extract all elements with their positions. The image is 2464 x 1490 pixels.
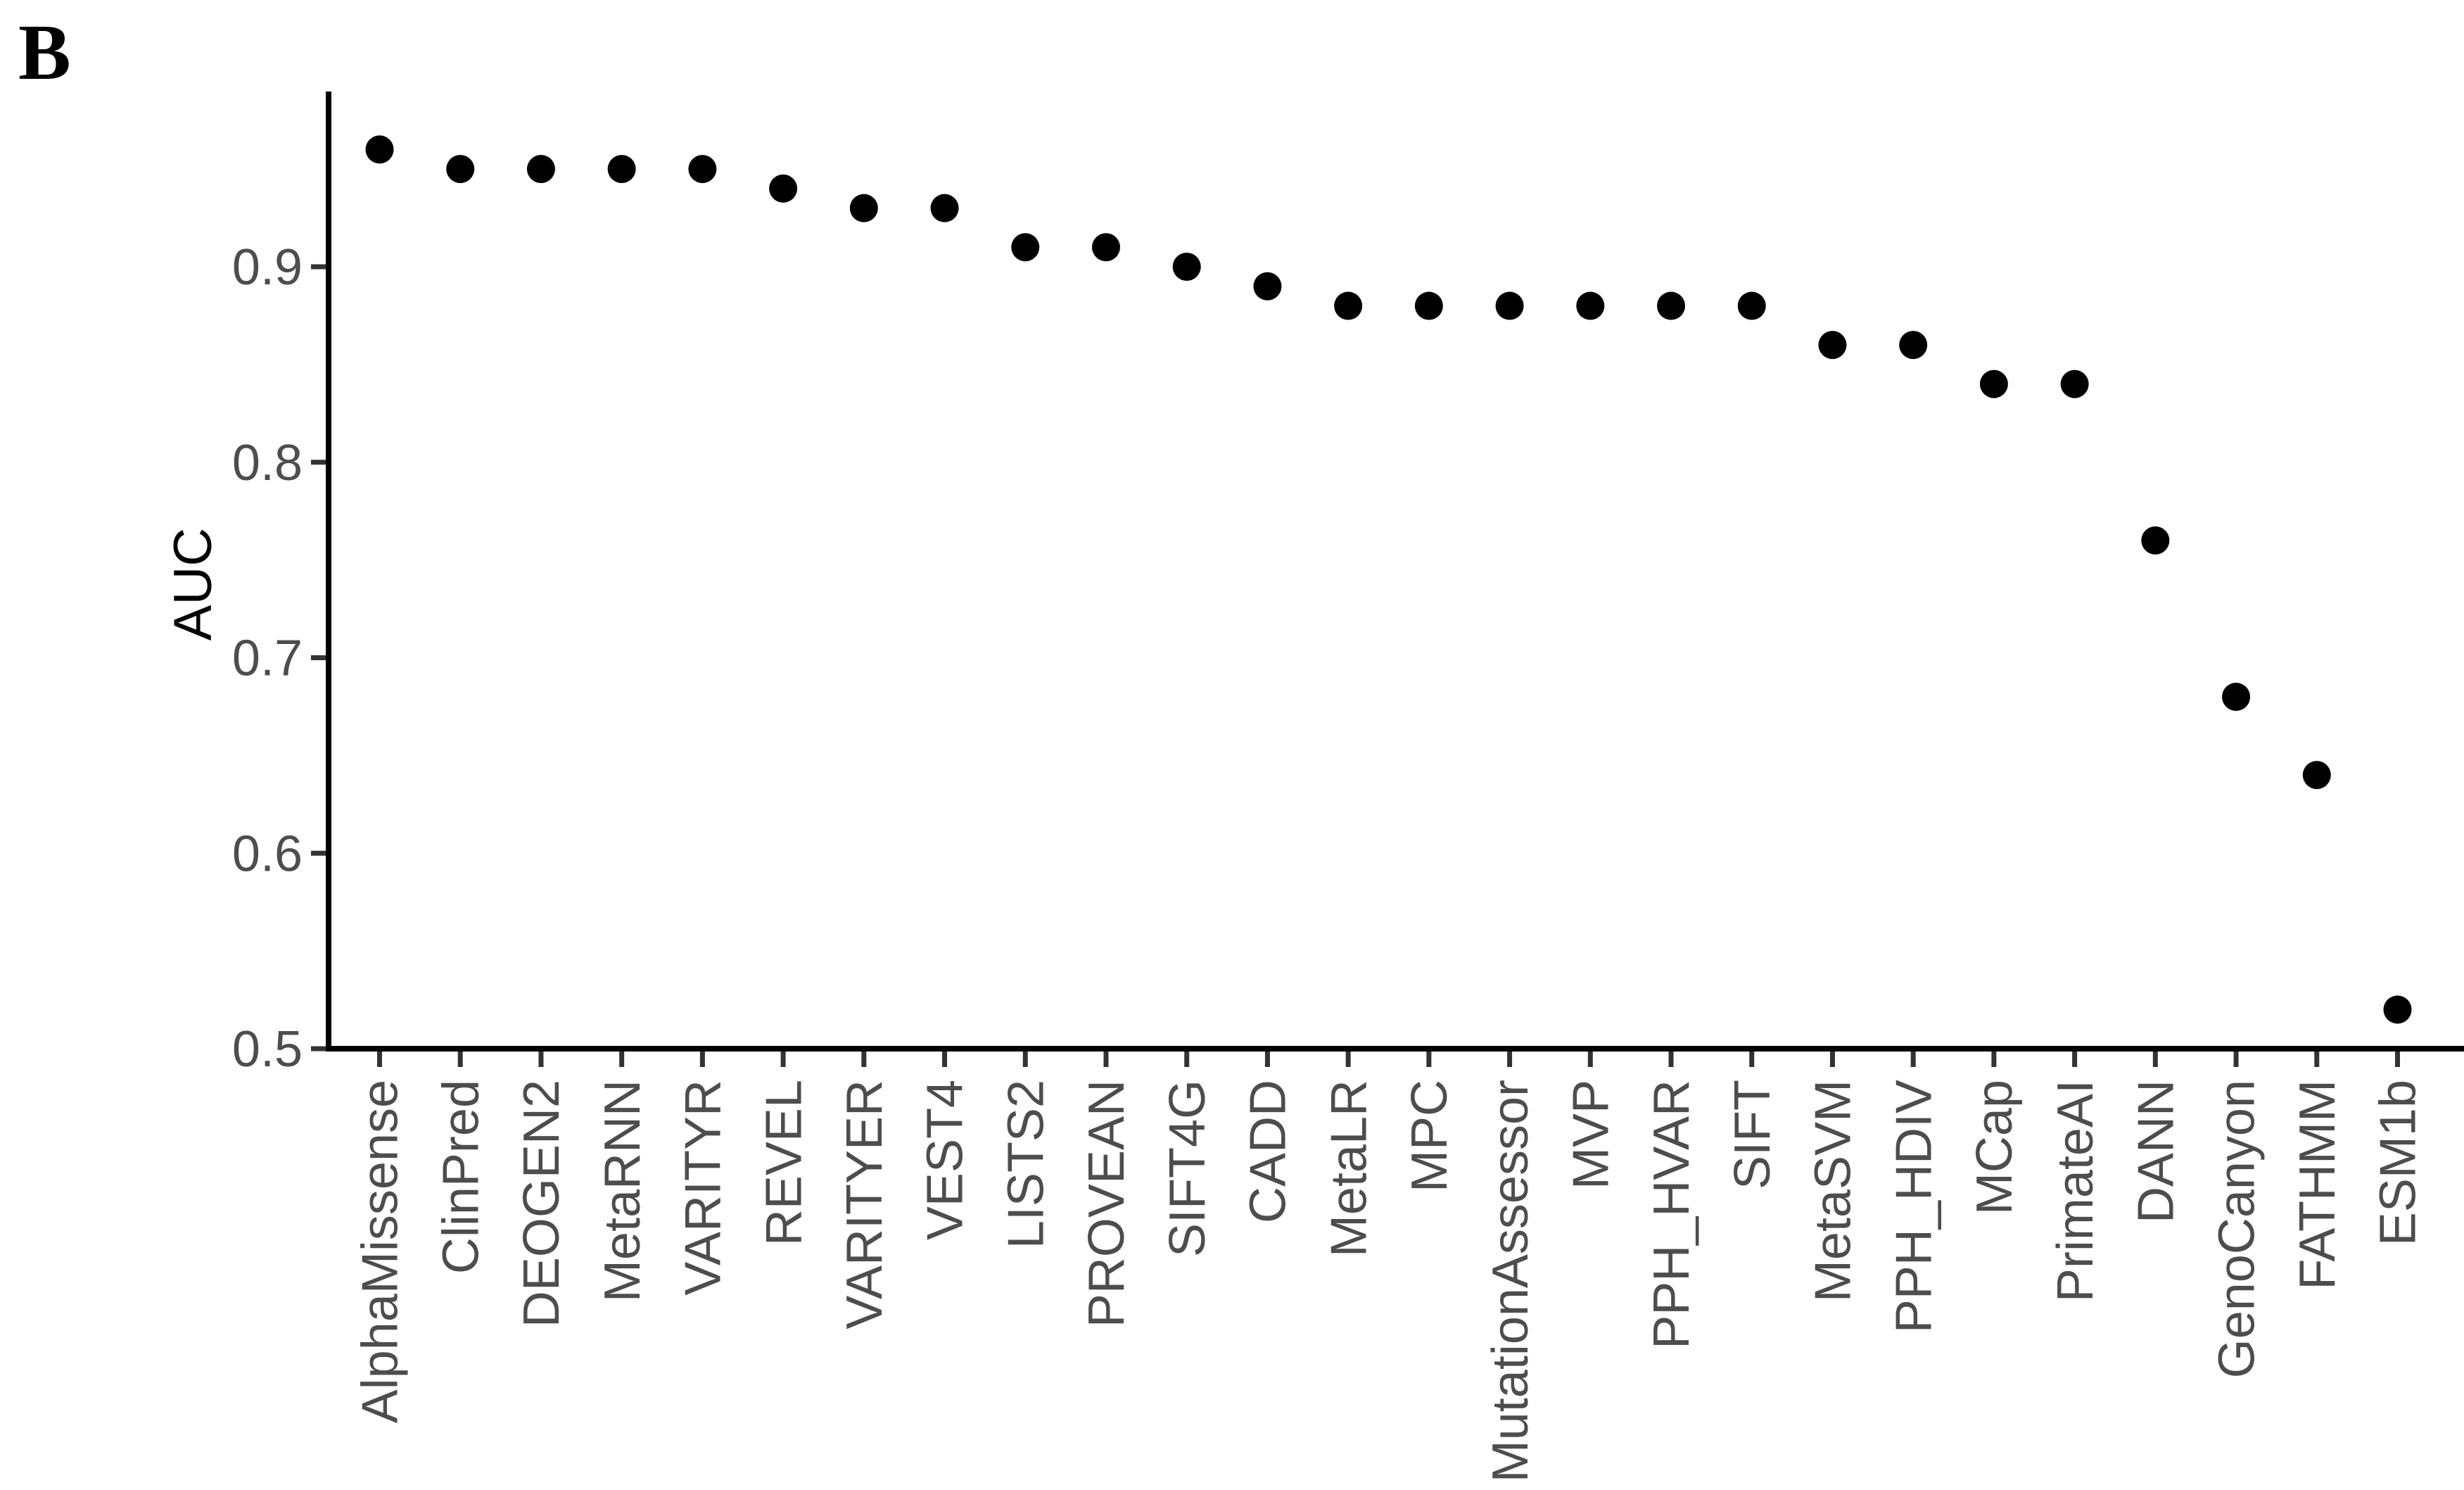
x-tick-label: PROVEAN (1079, 1080, 1135, 1327)
data-point (688, 155, 717, 184)
x-tick-label: MetaRNN (595, 1080, 651, 1302)
y-tick-label: 0.9 (232, 239, 303, 296)
data-point (2302, 761, 2331, 790)
y-tick-label: 0.8 (232, 435, 303, 491)
y-axis-tick-labels: 0.9 0.8 0.7 0.6 0.5 (232, 239, 303, 1078)
x-tick-label: PPH_HVAR (1644, 1080, 1700, 1349)
x-tick-label: MPC (1402, 1080, 1458, 1192)
data-point (2383, 995, 2412, 1024)
y-tick-label: 0.5 (232, 1021, 303, 1078)
x-axis-tick-labels: AlphaMissense ClinPred DEOGEN2 MetaRNN VARIT… (353, 1080, 2427, 1482)
y-tick-label: 0.7 (232, 631, 303, 687)
x-tick-label: MetaLR (1321, 1080, 1377, 1257)
data-point (1091, 233, 1120, 262)
x-tick-label: PrimateAI (2047, 1080, 2104, 1302)
data-points (365, 135, 2412, 1024)
data-point (1495, 291, 1524, 320)
x-tick-label: VARITYER (837, 1080, 893, 1330)
data-point (1979, 370, 2008, 398)
x-tick-label: FATHMM (2290, 1080, 2346, 1290)
data-point (1011, 233, 1040, 262)
x-tick-label: ESM1b (2370, 1080, 2427, 1246)
x-tick-label: REVEL (756, 1080, 812, 1246)
data-point (1737, 291, 1766, 320)
x-tick-label: DANN (2128, 1080, 2185, 1223)
x-tick-label: DEOGEN2 (514, 1080, 570, 1327)
x-tick-label: ClinPred (433, 1080, 489, 1274)
data-point (1576, 291, 1605, 320)
x-tick-label: SIFT (1725, 1080, 1781, 1189)
data-point (1818, 331, 1847, 360)
x-tick-label: SIFT4G (1160, 1080, 1216, 1257)
x-axis-tick-marks (377, 1049, 2400, 1067)
data-point (1334, 291, 1363, 320)
data-point (1657, 291, 1686, 320)
data-point (2060, 370, 2089, 398)
data-point (2222, 683, 2251, 712)
y-axis-title: AUC (163, 528, 223, 640)
x-tick-label: LISTS2 (998, 1080, 1054, 1249)
data-point (1899, 331, 1928, 360)
x-tick-label: GenoCanyon (2209, 1080, 2265, 1378)
data-point (769, 174, 798, 203)
data-point (1253, 272, 1282, 301)
data-point (2141, 526, 2170, 555)
x-tick-label: AlphaMissense (353, 1080, 409, 1423)
y-axis-tick-marks (311, 264, 329, 1052)
data-point (526, 155, 555, 184)
x-tick-label: VARITYR (675, 1080, 732, 1296)
x-tick-label: CADD (1240, 1080, 1297, 1223)
data-point (1414, 291, 1443, 320)
data-point (446, 155, 475, 184)
data-point (1172, 253, 1201, 281)
x-tick-label: MVP (1563, 1080, 1620, 1189)
data-point (607, 155, 636, 184)
x-tick-label: PPH_HDIV (1886, 1080, 1942, 1333)
y-tick-label: 0.6 (232, 826, 303, 882)
x-tick-label: MetaSVM (1805, 1080, 1862, 1302)
x-tick-label: MutationAssessor (1482, 1080, 1539, 1482)
panel-letter-label: B (18, 9, 71, 96)
data-point (930, 194, 959, 222)
data-point (365, 135, 394, 164)
x-tick-label: VEST4 (917, 1080, 974, 1240)
data-point (849, 194, 878, 222)
x-tick-label: MCap (1967, 1080, 2023, 1215)
